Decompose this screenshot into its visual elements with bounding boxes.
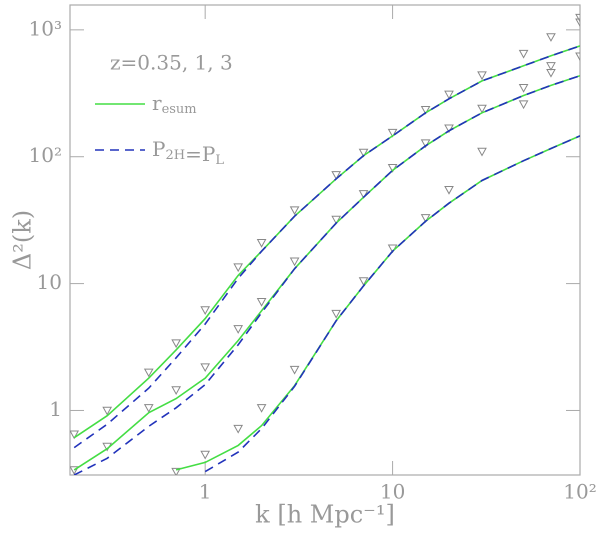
- data-marker: [331, 171, 342, 180]
- data-marker: [575, 18, 580, 28]
- legend-text: =: [185, 142, 202, 166]
- series-line: [73, 74, 580, 471]
- x-tick-label: 1: [199, 480, 212, 504]
- data-marker: [331, 309, 342, 319]
- data-marker: [200, 306, 211, 315]
- data-marker: [358, 190, 369, 199]
- data-marker: [518, 83, 529, 93]
- x-tick-label: 10²: [563, 480, 596, 504]
- data-marker: [171, 339, 181, 349]
- data-marker: [575, 13, 580, 23]
- data-marker: [575, 52, 580, 62]
- series-line: [73, 45, 580, 439]
- legend-text: r: [152, 91, 162, 115]
- data-marker: [444, 124, 454, 134]
- data-marker: [233, 263, 244, 273]
- legend-label: resum: [152, 91, 197, 117]
- y-tick-label: 10: [37, 270, 62, 294]
- y-tick-label: 10³: [29, 16, 62, 40]
- data-marker: [477, 104, 487, 114]
- annotation: z=0.35, 1, 3: [110, 51, 233, 75]
- data-marker: [171, 386, 181, 396]
- data-marker: [331, 215, 342, 225]
- data-marker: [387, 128, 398, 138]
- data-marker: [256, 239, 267, 248]
- data-marker: [70, 430, 80, 440]
- legend-subscript: L: [215, 153, 224, 168]
- plot-frame: [69, 4, 581, 476]
- data-marker: [546, 33, 556, 42]
- data-marker: [420, 105, 431, 115]
- data-marker: [289, 257, 300, 267]
- data-marker: [477, 147, 487, 157]
- data-marker: [102, 406, 113, 416]
- data-marker: [200, 363, 211, 373]
- legend-subscript: esum: [162, 102, 197, 117]
- data-marker: [233, 325, 244, 334]
- legend-subscript: 2H: [165, 148, 185, 163]
- data-marker: [70, 466, 80, 475]
- data-marker: [256, 404, 267, 413]
- series-line: [175, 135, 580, 471]
- y-axis-label: Δ²(k): [9, 210, 37, 270]
- data-marker: [518, 49, 529, 59]
- data-marker: [420, 214, 431, 223]
- data-marker: [289, 365, 300, 375]
- data-marker: [420, 139, 431, 149]
- data-marker: [518, 100, 529, 110]
- data-marker: [200, 450, 211, 460]
- y-tick-label: 10²: [29, 143, 62, 167]
- legend-label: P2H=PL: [152, 137, 224, 168]
- x-axis-label: k [h Mpc⁻¹]: [255, 501, 395, 529]
- data-marker: [358, 148, 369, 158]
- data-marker: [444, 185, 454, 195]
- data-marker: [477, 71, 487, 81]
- series-line: [73, 74, 580, 475]
- data-marker: [143, 368, 154, 378]
- data-marker: [358, 277, 369, 286]
- legend-text: P: [202, 142, 215, 166]
- data-marker: [256, 297, 267, 307]
- data-marker: [289, 206, 300, 216]
- y-tick-label: 1: [49, 397, 62, 421]
- data-marker: [171, 467, 181, 475]
- data-marker: [546, 62, 556, 71]
- series-line: [73, 45, 580, 449]
- legend-text: P: [152, 137, 165, 161]
- data-marker: [444, 90, 454, 100]
- plot-area: [70, 13, 580, 475]
- data-marker: [143, 404, 154, 413]
- series-line: [204, 135, 580, 473]
- data-marker: [233, 424, 244, 434]
- x-tick-label: 10: [380, 480, 405, 504]
